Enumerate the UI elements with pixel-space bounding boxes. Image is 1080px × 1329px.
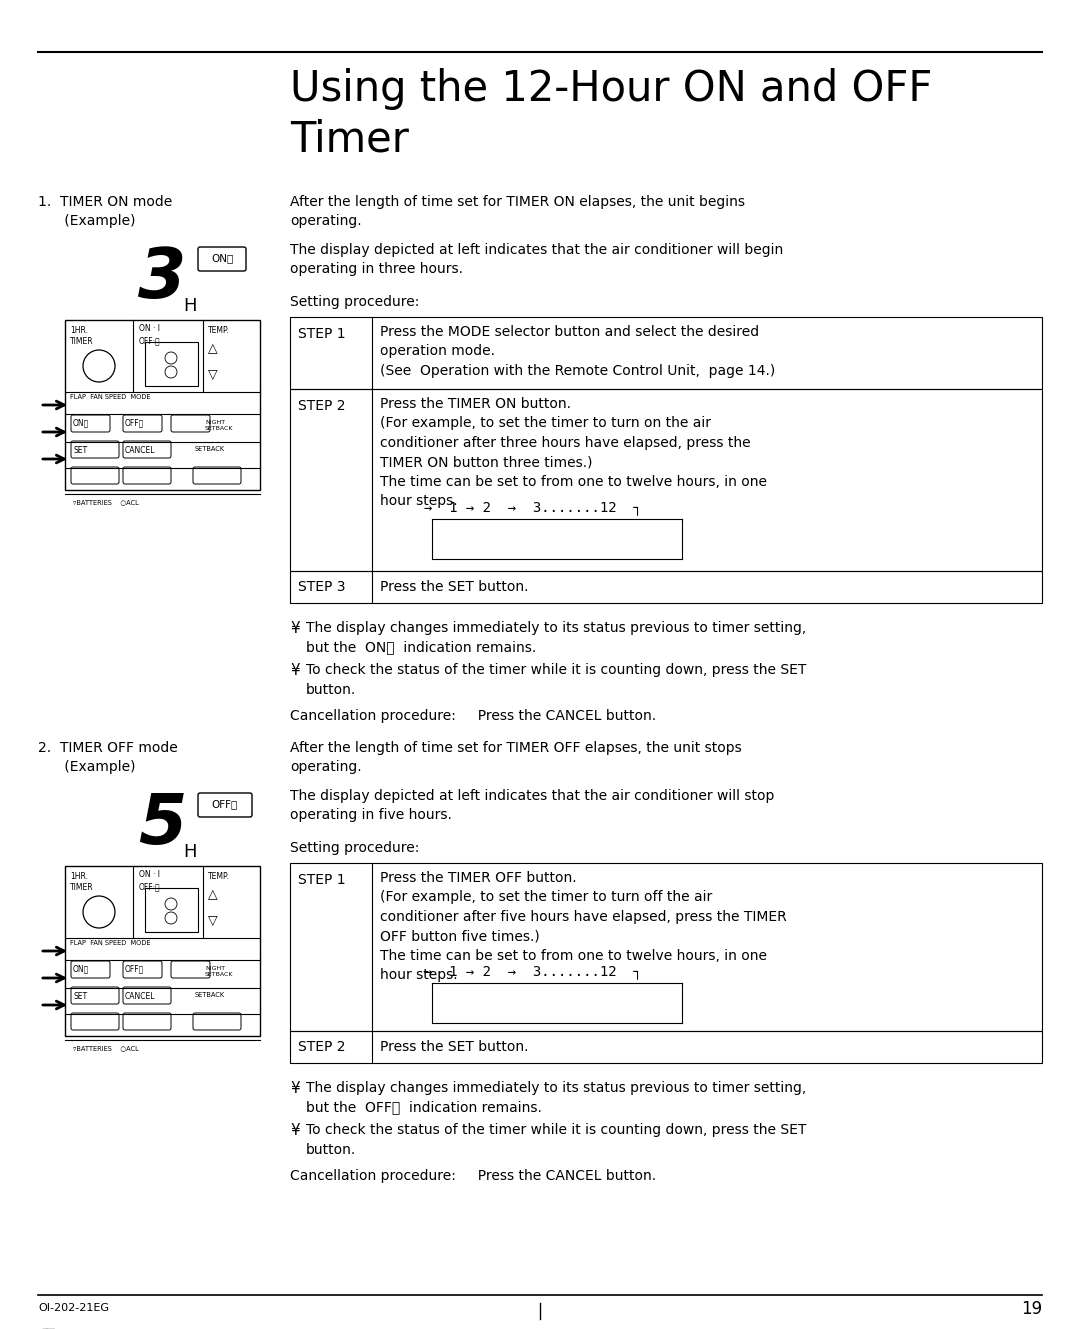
Text: Press the SET button.: Press the SET button. [380, 579, 528, 594]
Text: FLAP  FAN SPEED  MODE: FLAP FAN SPEED MODE [70, 940, 150, 946]
Text: OFF·Ⓜ: OFF·Ⓜ [139, 882, 161, 890]
Text: 1HR.
TIMER: 1HR. TIMER [70, 872, 94, 892]
Text: Cancellation procedure:     Press the CANCEL button.: Cancellation procedure: Press the CANCEL… [291, 1170, 657, 1183]
FancyBboxPatch shape [171, 961, 210, 978]
Text: ONⓂ: ONⓂ [211, 253, 233, 263]
Text: CANCEL: CANCEL [125, 447, 156, 455]
FancyBboxPatch shape [193, 1013, 241, 1030]
FancyBboxPatch shape [123, 466, 171, 484]
Text: 19: 19 [1021, 1300, 1042, 1318]
FancyBboxPatch shape [71, 466, 119, 484]
Text: OFF·Ⓜ: OFF·Ⓜ [139, 336, 161, 346]
Text: ¥: ¥ [291, 1123, 299, 1138]
Text: The display changes immediately to its status previous to timer setting,
but the: The display changes immediately to its s… [306, 621, 807, 654]
FancyBboxPatch shape [198, 793, 252, 817]
FancyBboxPatch shape [123, 961, 162, 978]
Text: H: H [183, 296, 197, 315]
Text: The display depicted at left indicates that the air conditioner will begin
opera: The display depicted at left indicates t… [291, 243, 783, 276]
Text: H: H [183, 843, 197, 861]
Text: ON · I: ON · I [139, 324, 160, 334]
Text: 3: 3 [138, 245, 187, 312]
Text: ¥: ¥ [291, 621, 299, 637]
Text: ¥: ¥ [291, 1080, 299, 1096]
Text: Press the SET button.: Press the SET button. [380, 1041, 528, 1054]
Text: Setting procedure:: Setting procedure: [291, 295, 419, 310]
Text: →  1 → 2  →  3.......12  ┐: → 1 → 2 → 3.......12 ┐ [424, 965, 642, 979]
Text: FLAP  FAN SPEED  MODE: FLAP FAN SPEED MODE [70, 393, 150, 400]
FancyBboxPatch shape [123, 987, 171, 1003]
Text: NIGHT
SETBACK: NIGHT SETBACK [205, 966, 233, 977]
Text: STEP 2: STEP 2 [298, 1041, 346, 1054]
Text: STEP 3: STEP 3 [298, 579, 346, 594]
Text: STEP 1: STEP 1 [298, 327, 346, 342]
Text: △: △ [208, 342, 218, 355]
Text: OI-202-21EG: OI-202-21EG [38, 1302, 109, 1313]
Text: STEP 1: STEP 1 [298, 873, 346, 886]
FancyBboxPatch shape [123, 415, 162, 432]
Text: SETBACK: SETBACK [195, 991, 225, 998]
Text: 2.  TIMER OFF mode
      (Example): 2. TIMER OFF mode (Example) [38, 742, 178, 775]
Text: Setting procedure:: Setting procedure: [291, 841, 419, 855]
Text: ON · I: ON · I [139, 870, 160, 878]
Text: STEP 2: STEP 2 [298, 399, 346, 413]
Text: OFFⓂ: OFFⓂ [212, 799, 238, 809]
Text: The display changes immediately to its status previous to timer setting,
but the: The display changes immediately to its s… [306, 1080, 807, 1115]
Text: △: △ [208, 888, 218, 901]
FancyBboxPatch shape [193, 466, 241, 484]
Text: CANCEL: CANCEL [125, 991, 156, 1001]
Text: SETBACK: SETBACK [195, 447, 225, 452]
Text: Press the TIMER ON button.
(For example, to set the timer to turn on the air
con: Press the TIMER ON button. (For example,… [380, 397, 767, 509]
Text: To check the status of the timer while it is counting down, press the SET
button: To check the status of the timer while i… [306, 663, 807, 696]
Text: ONⓂ: ONⓂ [73, 964, 90, 973]
Text: NIGHT
SETBACK: NIGHT SETBACK [205, 420, 233, 431]
Text: →  1 → 2  →  3.......12  ┐: → 1 → 2 → 3.......12 ┐ [424, 501, 642, 516]
FancyBboxPatch shape [198, 247, 246, 271]
Text: After the length of time set for TIMER ON elapses, the unit begins
operating.: After the length of time set for TIMER O… [291, 195, 745, 229]
Text: 5: 5 [138, 791, 187, 859]
Text: 1.  TIMER ON mode
      (Example): 1. TIMER ON mode (Example) [38, 195, 172, 229]
FancyBboxPatch shape [123, 441, 171, 459]
Text: Press the MODE selector button and select the desired
operation mode.
(See  Oper: Press the MODE selector button and selec… [380, 326, 775, 377]
Text: Cancellation procedure:     Press the CANCEL button.: Cancellation procedure: Press the CANCEL… [291, 708, 657, 723]
Text: ▿BATTERIES    ○ACL: ▿BATTERIES ○ACL [73, 498, 138, 505]
Text: ┌─: ┌─ [38, 1322, 55, 1329]
FancyBboxPatch shape [71, 441, 119, 459]
Text: ONⓂ: ONⓂ [73, 419, 90, 427]
Text: 1HR.
TIMER: 1HR. TIMER [70, 326, 94, 346]
Text: SET: SET [73, 991, 87, 1001]
FancyBboxPatch shape [71, 961, 110, 978]
Text: TEMP.: TEMP. [208, 872, 230, 881]
Text: The display depicted at left indicates that the air conditioner will stop
operat: The display depicted at left indicates t… [291, 789, 774, 823]
Text: TEMP.: TEMP. [208, 326, 230, 335]
Text: Press the TIMER OFF button.
(For example, to set the timer to turn off the air
c: Press the TIMER OFF button. (For example… [380, 870, 786, 982]
Text: ▿BATTERIES    ○ACL: ▿BATTERIES ○ACL [73, 1045, 138, 1051]
Text: OFFⓂ: OFFⓂ [125, 964, 145, 973]
Text: ▽: ▽ [208, 368, 218, 381]
Text: ▽: ▽ [208, 914, 218, 928]
FancyBboxPatch shape [71, 1013, 119, 1030]
Text: To check the status of the timer while it is counting down, press the SET
button: To check the status of the timer while i… [306, 1123, 807, 1156]
FancyBboxPatch shape [123, 1013, 171, 1030]
Text: After the length of time set for TIMER OFF elapses, the unit stops
operating.: After the length of time set for TIMER O… [291, 742, 742, 775]
FancyBboxPatch shape [71, 987, 119, 1003]
FancyBboxPatch shape [171, 415, 210, 432]
Text: SET: SET [73, 447, 87, 455]
Text: OFFⓂ: OFFⓂ [125, 419, 145, 427]
Text: ¥: ¥ [291, 663, 299, 678]
FancyBboxPatch shape [71, 415, 110, 432]
Text: Using the 12-Hour ON and OFF
Timer: Using the 12-Hour ON and OFF Timer [291, 68, 932, 161]
